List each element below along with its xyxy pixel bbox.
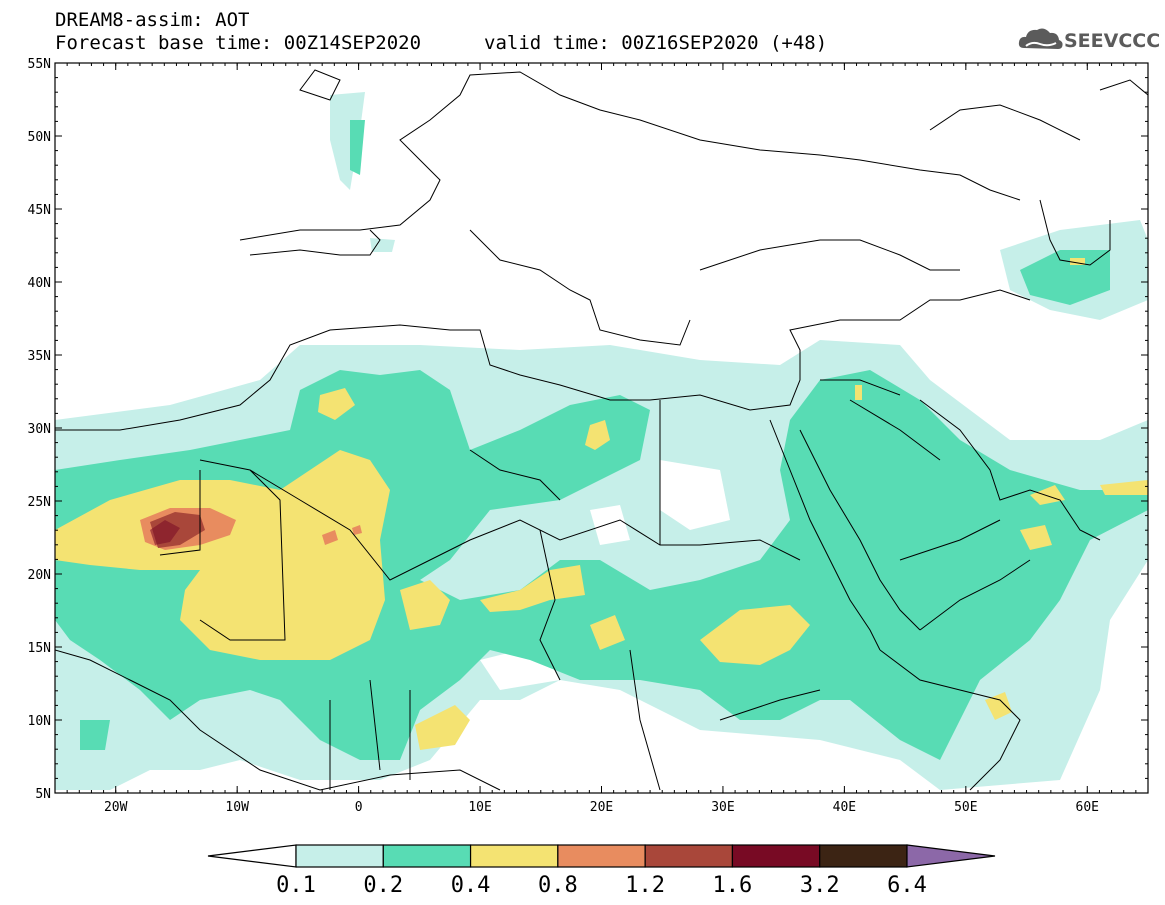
lat-tick-label: 5N (35, 787, 51, 802)
colorbar-over-triangle (906, 844, 996, 868)
lat-tick-label: 35N (28, 349, 51, 364)
colorbar-label: 0.1 (276, 873, 316, 898)
colorbar-box (469, 844, 559, 868)
lat-tick-label: 55N (28, 57, 51, 72)
cloud-icon (1018, 28, 1063, 49)
colorbar-box (819, 844, 908, 868)
colorbar-label: 0.8 (538, 873, 578, 898)
colorbar-label: 1.2 (625, 873, 665, 898)
lat-axis: 5N 10N 15N 20N 25N 30N 35N 40N 45N 50N 55N (28, 57, 1148, 802)
lat-tick-label: 20N (28, 568, 51, 583)
coastlines (55, 69, 1148, 791)
lon-tick-label: 10W (225, 800, 249, 815)
lat-tick-label: 45N (28, 203, 51, 218)
valid-time: valid time: 00Z16SEP2020 (+48) (484, 32, 828, 54)
colorbar-box (382, 844, 472, 868)
lon-tick-label: 50E (954, 800, 977, 815)
map-title: DREAM8-assim: AOT (55, 9, 250, 31)
colorbar-box (295, 844, 384, 868)
colorbar: 0.1 0.2 0.4 0.8 1.2 1.6 3.2 6.4 (207, 844, 996, 898)
aot-shading (55, 92, 1148, 790)
colorbar-under-triangle (207, 844, 297, 868)
lat-tick-label: 50N (28, 130, 51, 145)
logo-text: SEEVCCC (1064, 30, 1161, 52)
lon-tick-label: 10E (468, 800, 491, 815)
colorbar-label: 6.4 (887, 873, 927, 898)
lon-axis: 20W 10W 0 10E 20E 30E 40E 50E 60E (54, 63, 1149, 815)
colorbar-box (644, 844, 734, 868)
lon-tick-label: 60E (1076, 800, 1099, 815)
lon-tick-label: 20E (590, 800, 613, 815)
lat-tick-label: 15N (28, 641, 51, 656)
colorbar-label: 0.4 (451, 873, 491, 898)
lon-tick-label: 30E (711, 800, 734, 815)
colorbar-box (731, 844, 821, 868)
lon-tick-label: 0 (355, 800, 363, 815)
lat-tick-label: 30N (28, 422, 51, 437)
colorbar-box (557, 844, 646, 868)
forecast-base-time: Forecast base time: 00Z14SEP2020 (55, 32, 422, 54)
lat-tick-label: 25N (28, 495, 51, 510)
lat-tick-label: 40N (28, 276, 51, 291)
lon-tick-label: 20W (104, 800, 128, 815)
colorbar-label: 0.2 (363, 873, 403, 898)
lat-tick-label: 10N (28, 714, 51, 729)
colorbar-label: 3.2 (800, 873, 840, 898)
colorbar-label: 1.6 (713, 873, 753, 898)
lon-tick-label: 40E (833, 800, 856, 815)
